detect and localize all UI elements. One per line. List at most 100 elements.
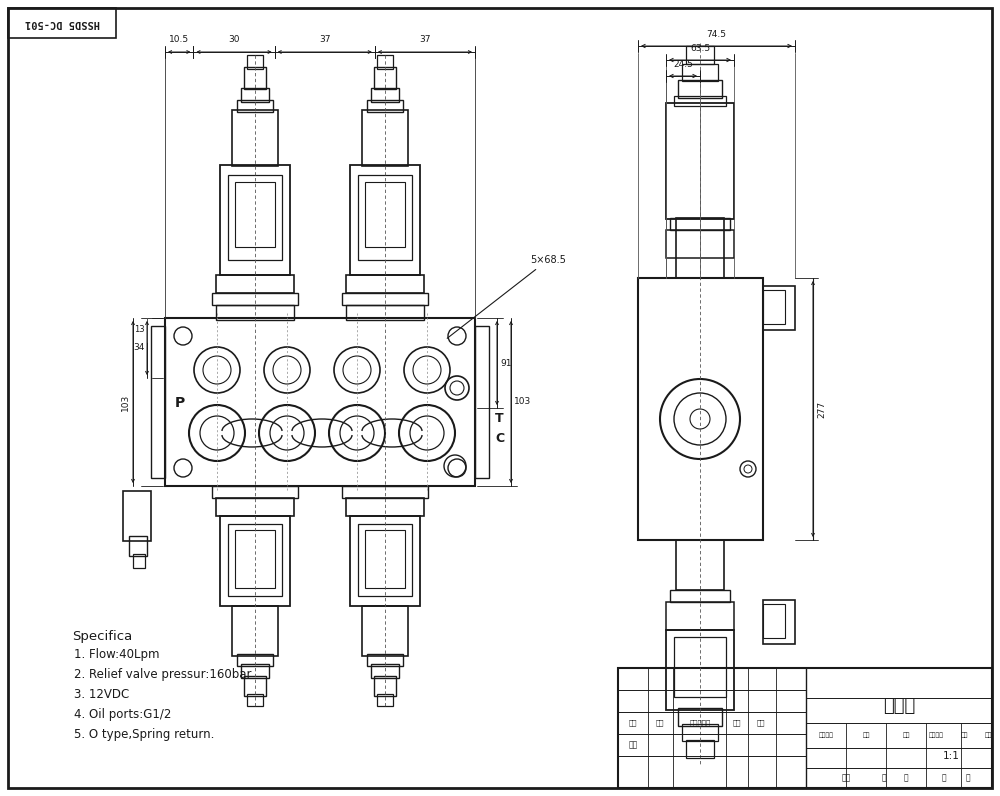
Text: 设计: 设计 bbox=[628, 740, 638, 750]
Bar bbox=[220, 516, 290, 606]
Text: T: T bbox=[495, 412, 504, 424]
Bar bbox=[763, 604, 785, 638]
Bar bbox=[763, 286, 795, 330]
Bar bbox=[237, 100, 273, 112]
Text: 103: 103 bbox=[514, 397, 531, 407]
Bar bbox=[371, 664, 399, 678]
Bar bbox=[228, 175, 282, 260]
Text: 比例: 比例 bbox=[902, 732, 910, 738]
Text: 24.5: 24.5 bbox=[673, 60, 693, 69]
Bar bbox=[666, 230, 734, 258]
Text: 2. Relief valve pressur:160bar: 2. Relief valve pressur:160bar bbox=[74, 668, 252, 681]
Bar bbox=[763, 290, 785, 324]
Bar bbox=[212, 486, 298, 498]
Text: 签字: 签字 bbox=[960, 732, 968, 738]
Bar bbox=[686, 46, 714, 64]
Bar bbox=[365, 530, 405, 588]
Bar bbox=[666, 103, 734, 219]
Bar bbox=[165, 318, 475, 486]
Text: 91: 91 bbox=[500, 358, 512, 368]
Text: 30: 30 bbox=[228, 35, 240, 44]
Bar bbox=[670, 218, 730, 230]
Text: 4. Oil ports:G1/2: 4. Oil ports:G1/2 bbox=[74, 708, 171, 721]
Bar bbox=[682, 724, 718, 741]
Text: 日期: 日期 bbox=[757, 720, 765, 726]
Bar bbox=[237, 654, 273, 666]
Bar bbox=[678, 80, 722, 98]
Bar bbox=[367, 100, 403, 112]
Bar bbox=[686, 740, 714, 758]
Text: 张: 张 bbox=[966, 774, 970, 782]
Bar bbox=[232, 110, 278, 166]
Bar bbox=[244, 67, 266, 89]
Bar bbox=[676, 218, 724, 278]
Text: 34: 34 bbox=[134, 344, 145, 353]
Text: 10.5: 10.5 bbox=[169, 35, 189, 44]
Bar bbox=[151, 326, 165, 478]
Bar bbox=[377, 694, 393, 706]
Bar bbox=[247, 55, 263, 69]
Text: Specifica: Specifica bbox=[72, 630, 132, 643]
Bar bbox=[247, 694, 263, 706]
Bar bbox=[678, 708, 722, 726]
Bar bbox=[666, 602, 734, 630]
Text: 63.5: 63.5 bbox=[690, 44, 710, 53]
Bar bbox=[342, 486, 428, 498]
Text: 第: 第 bbox=[942, 774, 946, 782]
Bar bbox=[676, 540, 724, 590]
Bar bbox=[220, 165, 290, 275]
Bar bbox=[346, 498, 424, 516]
Bar bbox=[362, 110, 408, 166]
Bar bbox=[358, 524, 412, 596]
Bar bbox=[241, 88, 269, 102]
Bar bbox=[670, 590, 730, 602]
Bar bbox=[228, 524, 282, 596]
Text: 更改文件号: 更改文件号 bbox=[689, 720, 711, 726]
Bar bbox=[235, 530, 275, 588]
Bar bbox=[216, 498, 294, 516]
Bar bbox=[666, 630, 734, 710]
Bar bbox=[350, 516, 420, 606]
Text: 37: 37 bbox=[419, 35, 431, 44]
Bar bbox=[365, 182, 405, 247]
Text: 5×68.5: 5×68.5 bbox=[447, 255, 566, 338]
Bar bbox=[244, 676, 266, 696]
Text: 103: 103 bbox=[121, 393, 130, 411]
Text: HSSD5 DC-501: HSSD5 DC-501 bbox=[24, 18, 100, 28]
Bar bbox=[674, 637, 726, 697]
Text: 标记: 标记 bbox=[629, 720, 637, 726]
Bar bbox=[362, 606, 408, 656]
Text: P: P bbox=[175, 396, 185, 410]
Bar bbox=[475, 326, 489, 478]
Text: 74.5: 74.5 bbox=[706, 30, 726, 39]
Text: 外形图: 外形图 bbox=[883, 697, 915, 715]
Bar bbox=[232, 606, 278, 656]
Text: 277: 277 bbox=[817, 400, 826, 418]
Bar bbox=[346, 275, 424, 293]
Bar bbox=[342, 293, 428, 305]
Text: 数量: 数量 bbox=[862, 732, 870, 738]
Bar bbox=[371, 88, 399, 102]
Bar bbox=[241, 664, 269, 678]
Text: 1. Flow:40Lpm: 1. Flow:40Lpm bbox=[74, 648, 160, 661]
Bar bbox=[674, 96, 726, 106]
Bar bbox=[212, 293, 298, 305]
Text: 处数: 处数 bbox=[656, 720, 664, 726]
Bar bbox=[374, 67, 396, 89]
Bar bbox=[374, 676, 396, 696]
Bar bbox=[346, 305, 424, 320]
Bar bbox=[123, 491, 151, 541]
Text: 图样标记: 图样标记 bbox=[818, 732, 834, 738]
Text: 3. 12VDC: 3. 12VDC bbox=[74, 688, 129, 701]
Text: 37: 37 bbox=[319, 35, 330, 44]
Bar bbox=[350, 165, 420, 275]
Text: 签字: 签字 bbox=[733, 720, 741, 726]
Bar bbox=[638, 278, 763, 540]
Text: 日期: 日期 bbox=[984, 732, 992, 738]
Bar bbox=[618, 668, 992, 788]
Text: 张: 张 bbox=[904, 774, 908, 782]
Bar bbox=[367, 654, 403, 666]
Text: 技术要求: 技术要求 bbox=[928, 732, 944, 738]
Bar bbox=[377, 55, 393, 69]
Text: 日期: 日期 bbox=[841, 774, 851, 782]
